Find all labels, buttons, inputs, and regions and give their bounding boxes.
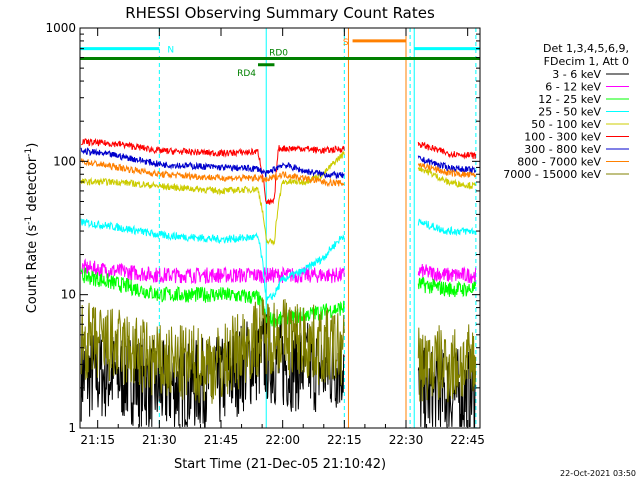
x-tick-label-3: 22:00 — [265, 433, 300, 447]
axes: 21:15 21:30 21:45 22:00 22:15 22:30 22:45 1 10 10… — [45, 21, 485, 447]
footer-timestamp: 22-Oct-2021 03:50 — [560, 469, 636, 478]
x-axis-label: Start Time (21-Dec-05 21:10:42) — [174, 457, 386, 472]
y-axis-label-sup1: -1 — [24, 216, 34, 225]
y-tick-label-1: 10 — [61, 288, 76, 302]
y-tick-label-3: 1000 — [45, 21, 76, 35]
x-tick-label-5: 22:30 — [389, 433, 424, 447]
x-tick-label-0: 21:15 — [80, 433, 115, 447]
legend-label-0: 3 - 6 keV — [552, 68, 601, 81]
y-axis-label-sup2: -1 — [24, 148, 34, 157]
series-line-1 — [80, 258, 477, 285]
series-line-6 — [80, 147, 477, 179]
y-tick-label-2: 100 — [53, 154, 76, 168]
flag-label-2: RD0 — [269, 49, 288, 59]
y-axis-label-mid: detector — [25, 156, 40, 216]
legend-label-1: 6 - 12 keV — [545, 81, 601, 94]
series-line-4 — [80, 151, 477, 246]
x-tick-label-6: 22:45 — [450, 433, 485, 447]
x-tick-label-1: 21:30 — [142, 433, 177, 447]
y-axis-label-end: ) — [25, 143, 40, 148]
legend-label-5: 100 - 300 keV — [524, 131, 601, 144]
legend-header-1: FDecim 1, Att 0 — [544, 55, 629, 68]
x-tick-label-4: 22:15 — [327, 433, 362, 447]
series-line-3 — [80, 218, 477, 305]
legend-header-0: Det 1,3,4,5,6,9, — [543, 42, 629, 55]
y-axis-label-main: Count Rate (s — [25, 225, 40, 314]
legend-label-4: 50 - 100 keV — [531, 118, 601, 131]
series-line-5 — [81, 137, 477, 205]
series-line-7 — [80, 158, 477, 188]
legend-label-6: 300 - 800 keV — [524, 143, 601, 156]
legend-label-8: 7000 - 15000 keV — [503, 168, 601, 181]
flag-label-1: S — [343, 38, 349, 48]
x-tick-label-2: 21:45 — [204, 433, 239, 447]
y-axis-label: Count Rate (s-1 detector-1) — [24, 143, 40, 314]
legend-label-3: 25 - 50 keV — [538, 106, 601, 119]
plot-frame — [79, 27, 481, 429]
plot-layer — [80, 28, 480, 428]
series-line-8 — [80, 297, 477, 404]
plot-content: N S RD0 RD4 — [80, 28, 480, 428]
legend-label-2: 12 - 25 keV — [538, 93, 601, 106]
flag-label-3: RD4 — [237, 69, 256, 79]
flag-label-0: N — [167, 46, 174, 56]
legend-label-7: 800 - 7000 keV — [517, 156, 601, 169]
y-tick-label-0: 1 — [68, 421, 76, 435]
legend: Det 1,3,4,5,6,9,FDecim 1, Att 03 - 6 keV… — [503, 42, 629, 181]
chart-title: RHESSI Observing Summary Count Rates — [125, 4, 435, 22]
